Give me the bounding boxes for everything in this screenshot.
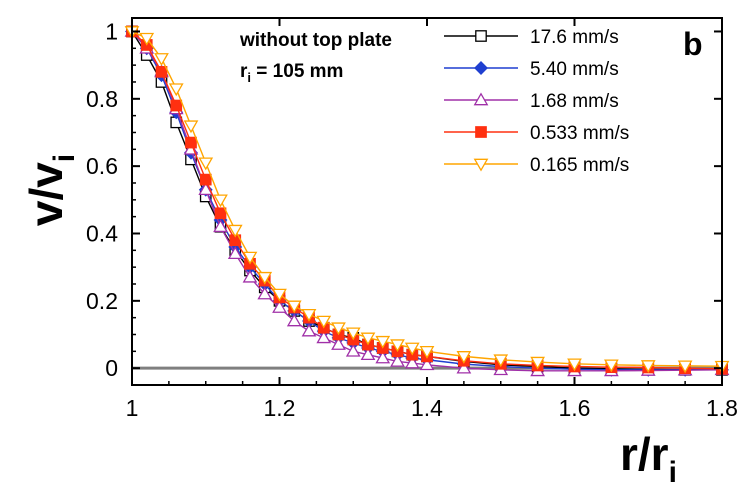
- data-point: [419, 357, 435, 371]
- data-point: [604, 359, 619, 373]
- data-point: [404, 355, 420, 369]
- data-point: [185, 136, 197, 149]
- legend-item-2: 1.68 mm/s: [444, 91, 619, 112]
- data-point: [257, 286, 273, 300]
- data-point: [360, 332, 376, 346]
- legend-label: 17.6 mm/s: [530, 27, 619, 48]
- data-point: [331, 322, 346, 336]
- legend-marker: [474, 61, 488, 75]
- y-tick-label: 0.8: [86, 86, 118, 112]
- legend-marker: [473, 158, 489, 172]
- data-point: [316, 315, 332, 329]
- data-point: [286, 313, 302, 327]
- legend-item-3: 0.533 mm/s: [444, 123, 629, 144]
- data-point: [345, 343, 361, 357]
- data-point: [404, 342, 420, 356]
- panel-label: b: [683, 26, 703, 62]
- data-point: [198, 182, 214, 196]
- x-tick-label: 1.6: [559, 395, 591, 421]
- data-point: [170, 99, 183, 112]
- series-1: [125, 24, 729, 377]
- data-point: [640, 360, 656, 374]
- y-axis-label-sub: i: [48, 154, 81, 162]
- series-2: [124, 23, 730, 377]
- legend-marker: [475, 126, 487, 138]
- legend-marker: [475, 30, 487, 42]
- y-tick-label: 0.2: [86, 288, 118, 314]
- x-tick-label: 1.2: [264, 395, 296, 421]
- data-point: [242, 269, 258, 283]
- legend-label: 1.68 mm/s: [530, 91, 619, 112]
- data-point: [419, 346, 435, 359]
- data-point: [227, 246, 243, 260]
- data-point: [375, 335, 391, 349]
- data-point: [154, 53, 169, 66]
- data-point: [198, 157, 214, 171]
- data-point: [456, 360, 472, 374]
- data-point: [155, 66, 168, 78]
- x-axis-label: r/ri: [620, 428, 677, 489]
- y-tick-label: 0.4: [86, 220, 118, 246]
- data-point: [493, 354, 509, 368]
- legend: 17.6 mm/s 5.40 mm/s 1.68 mm/s 0.533 mm/s 0.1…: [444, 27, 629, 176]
- data-point: [331, 337, 346, 350]
- data-point: [530, 356, 545, 370]
- data-point: [213, 219, 228, 233]
- axes: 1 1.2 1.4 1.6 1.8 0 0.2 0.4 0.6 0.8 1: [86, 17, 738, 421]
- annotation-sub-i: i: [247, 70, 251, 85]
- data-point: [214, 207, 227, 220]
- legend-label: 5.40 mm/s: [530, 59, 619, 80]
- series-layer: [124, 23, 730, 377]
- data-point: [272, 300, 287, 313]
- x-tick-label: 1.4: [411, 395, 443, 421]
- legend-item-0: 17.6 mm/s: [444, 27, 619, 48]
- data-point: [213, 194, 228, 208]
- legend-label: 0.165 mm/s: [530, 155, 629, 176]
- data-point: [242, 251, 258, 265]
- data-point: [301, 308, 317, 322]
- annotation-r: r: [240, 61, 248, 82]
- legend-item-1: 5.40 mm/s: [444, 59, 619, 80]
- data-point: [257, 271, 273, 285]
- data-point: [390, 339, 405, 353]
- y-axis-label-main: v/v: [20, 162, 72, 226]
- x-tick-label: 1: [126, 395, 139, 421]
- data-point: [360, 347, 376, 361]
- data-point: [286, 300, 302, 314]
- legend-marker: [473, 92, 489, 106]
- data-point: [301, 323, 317, 337]
- annotation-line-1: without top plate: [239, 30, 392, 51]
- y-axis-label: v/vi: [20, 154, 81, 226]
- x-axis-label-sub: i: [669, 456, 677, 489]
- legend-label: 0.533 mm/s: [530, 123, 629, 144]
- data-point: [227, 224, 243, 238]
- annotation-line-2: ri = 105 mm: [240, 61, 343, 85]
- legend-item-4: 0.165 mm/s: [444, 155, 629, 176]
- data-point: [456, 351, 472, 364]
- y-tick-label: 0.6: [86, 153, 118, 179]
- x-axis-label-main: r/r: [620, 428, 669, 480]
- data-point: [272, 288, 287, 302]
- data-point: [316, 330, 332, 344]
- data-point: [677, 360, 693, 374]
- data-point: [390, 353, 405, 367]
- y-tick-label: 0: [105, 355, 118, 381]
- data-point: [168, 83, 184, 97]
- annotation-value: = 105 mm: [251, 61, 343, 82]
- data-point: [345, 327, 361, 341]
- data-point: [375, 350, 391, 364]
- y-tick-label: 1: [105, 18, 118, 44]
- x-tick-label: 1.8: [706, 395, 738, 421]
- series-4: [124, 26, 730, 374]
- data-point: [199, 173, 212, 186]
- data-point: [183, 120, 199, 134]
- data-point: [139, 32, 155, 46]
- data-point: [567, 358, 582, 372]
